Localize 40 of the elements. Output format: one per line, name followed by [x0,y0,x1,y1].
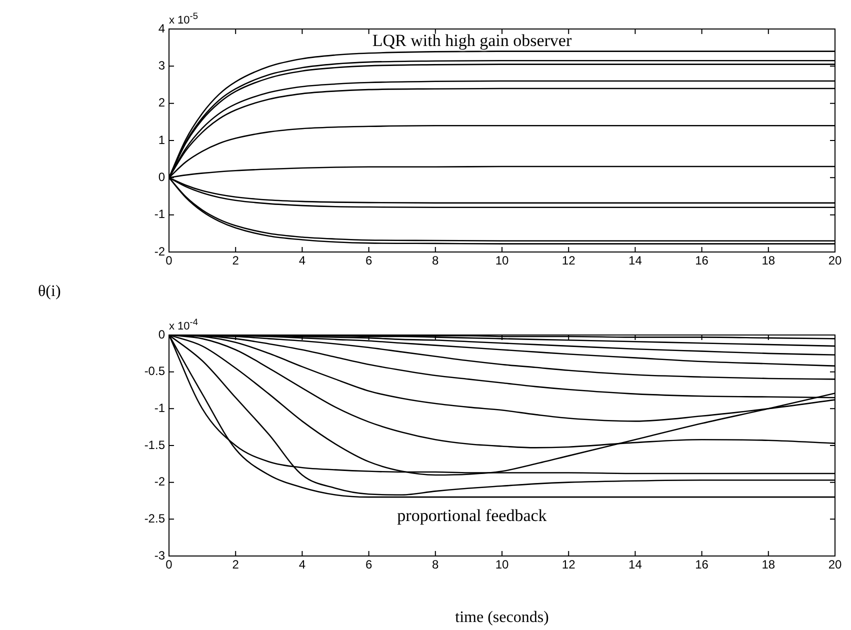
y-tick-label: 1 [158,132,166,147]
x-tick-label: 2 [232,254,240,268]
x-tick-label: 4 [298,254,306,268]
y-tick-label: -0.5 [144,364,166,378]
y-tick-label: 3 [158,58,166,72]
y-tick-label: 0 [158,170,166,184]
x-tick-label: 10 [495,254,509,268]
x-tick-label: 6 [365,558,372,572]
y-axis-title: θ(i) [38,283,61,301]
text: x 10$^{-4}$ [169,317,198,333]
x-tick-label: 16 [695,558,709,572]
x-tick-label: 14 [628,254,642,268]
annotation: proportional feedback [397,506,547,526]
x-tick-label: 10 [495,558,509,572]
x-tick-label: 20 [828,558,842,572]
y-tick-label: -3 [154,548,166,562]
x-tick-label: 12 [562,558,576,572]
y-tick-label: -2.5 [144,511,166,526]
y-tick-label: -2 [154,244,166,258]
text: x 10$^{-5}$ [169,11,198,27]
y-tick-label: 4 [158,21,166,36]
x-tick-label: 14 [628,558,642,572]
x-tick-label: 2 [232,558,240,572]
x-tick-label: 8 [432,254,440,268]
x-tick-label: 18 [762,558,776,572]
annotation: LQR with high gain observer [372,31,572,51]
y-tick-label: -1 [154,207,166,222]
x-axis-title: time (seconds) [455,609,549,627]
x-tick-label: 8 [432,558,440,572]
y-tick-label: -2 [154,474,166,489]
y-tick-label: -1.5 [144,438,166,452]
x-tick-label: 16 [695,254,709,268]
x-tick-label: 4 [298,558,306,572]
y-tick-label: 0 [158,327,166,342]
x-tick-label: 6 [365,254,372,268]
x-tick-label: 18 [762,254,776,268]
x-tick-label: 12 [562,254,576,268]
y-tick-label: 2 [158,96,166,110]
y-tick-label: -1 [154,400,166,415]
x-tick-label: 20 [828,254,842,268]
